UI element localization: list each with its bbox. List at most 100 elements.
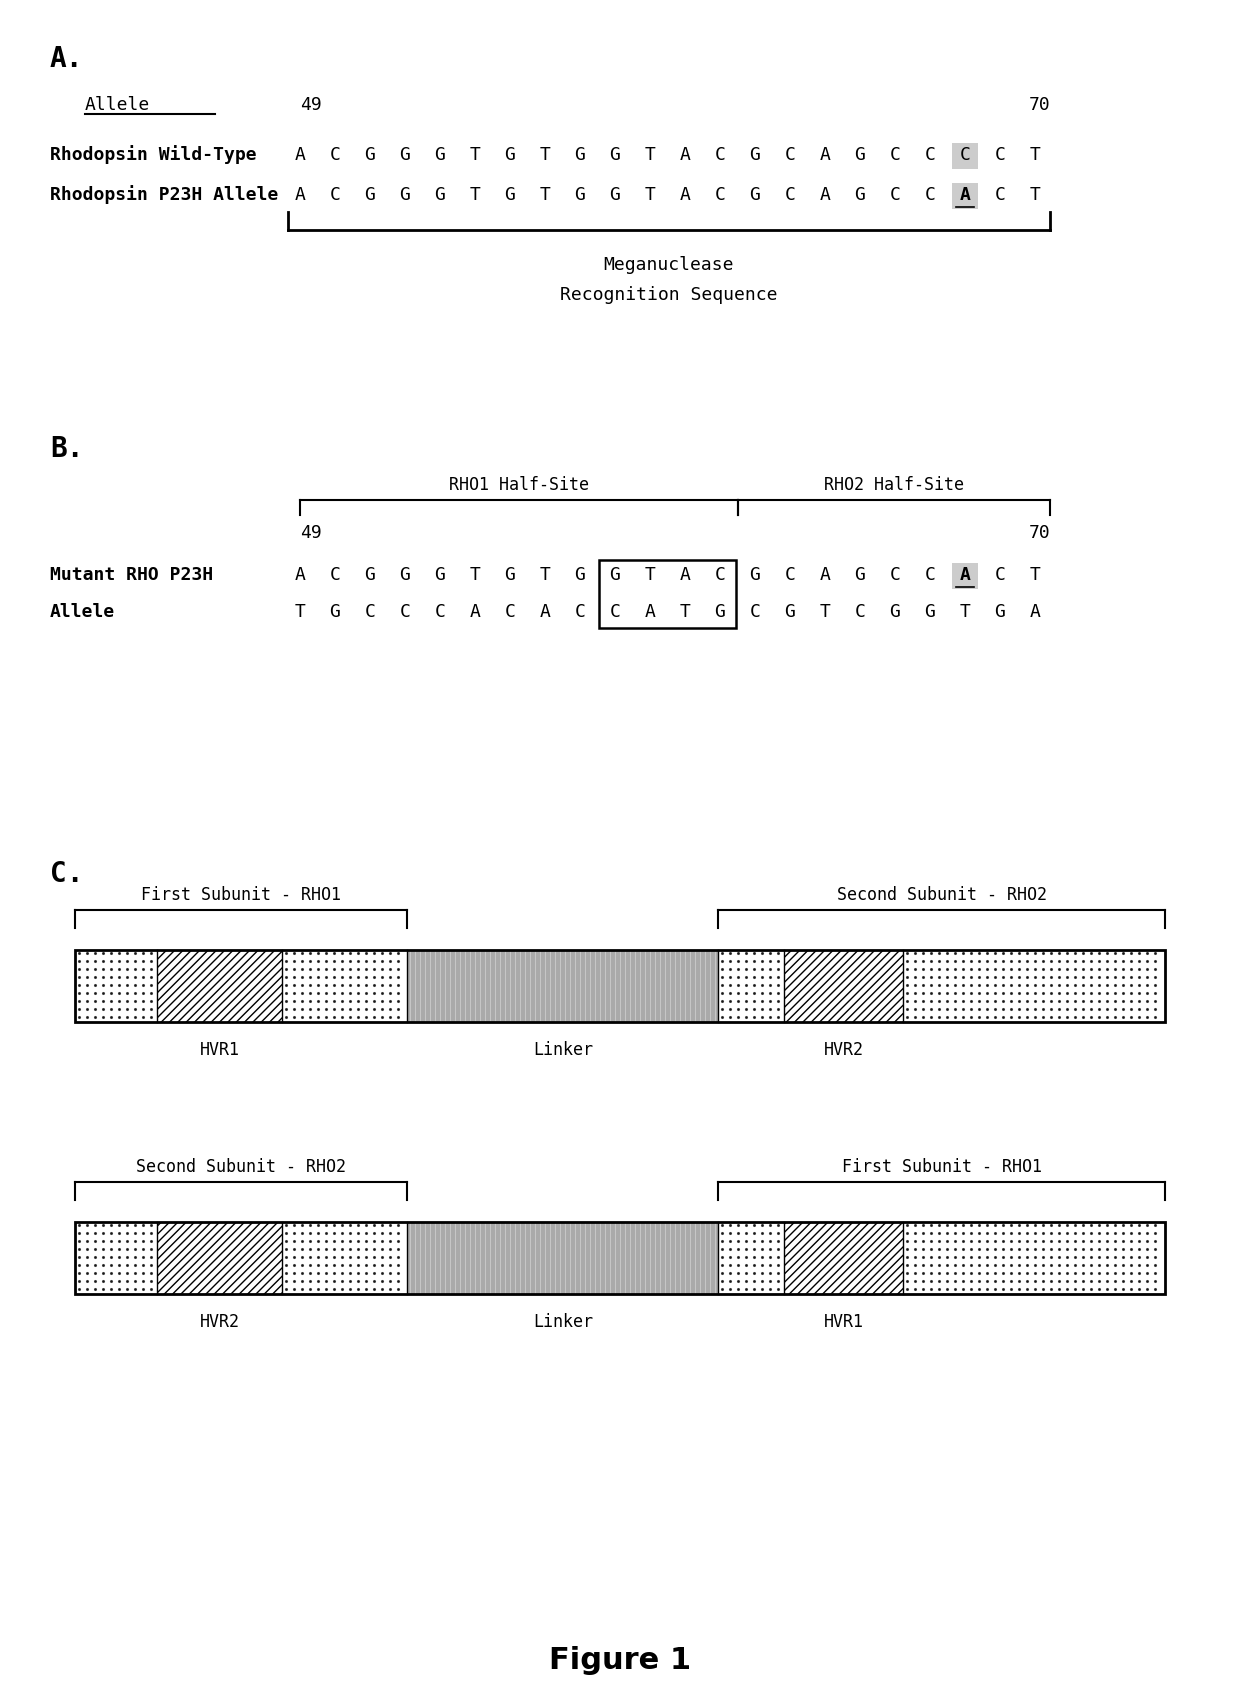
Bar: [784, 1222, 904, 1294]
Bar: [408, 949, 718, 1022]
Text: G: G: [994, 602, 1006, 621]
Text: T: T: [1029, 186, 1040, 205]
Text: A: A: [680, 567, 691, 584]
Text: C: C: [330, 567, 341, 584]
Bar: [952, 144, 978, 169]
Text: T: T: [1029, 567, 1040, 584]
Bar: [599, 560, 737, 628]
Text: G: G: [785, 602, 795, 621]
Text: C: C: [399, 602, 410, 621]
Text: C: C: [574, 602, 585, 621]
Text: C: C: [925, 567, 935, 584]
Text: C: C: [994, 186, 1006, 205]
Text: G: G: [854, 567, 866, 584]
Text: T: T: [539, 567, 551, 584]
Text: HVR2: HVR2: [823, 1041, 863, 1059]
Text: T: T: [645, 567, 656, 584]
Text: C: C: [960, 146, 971, 164]
Bar: [74, 1222, 1166, 1294]
Text: T: T: [960, 602, 971, 621]
Bar: [408, 1222, 718, 1294]
Text: 49: 49: [300, 525, 321, 541]
Text: First Subunit - RHO1: First Subunit - RHO1: [842, 1157, 1042, 1176]
Text: C: C: [785, 146, 795, 164]
Text: T: T: [539, 186, 551, 205]
Text: G: G: [749, 146, 760, 164]
Text: C: C: [749, 602, 760, 621]
Text: HVR2: HVR2: [200, 1313, 239, 1332]
Text: G: G: [505, 186, 516, 205]
Text: Linker: Linker: [533, 1041, 593, 1059]
Bar: [283, 949, 408, 1022]
Bar: [718, 949, 784, 1022]
Text: C: C: [889, 567, 900, 584]
Text: C: C: [505, 602, 516, 621]
Text: Allele: Allele: [50, 602, 115, 621]
Bar: [156, 1222, 283, 1294]
Bar: [952, 563, 978, 589]
Text: C: C: [365, 602, 376, 621]
Text: G: G: [505, 567, 516, 584]
Text: A: A: [820, 186, 831, 205]
Text: G: G: [749, 567, 760, 584]
Text: C: C: [925, 186, 935, 205]
Text: A: A: [680, 186, 691, 205]
Text: C: C: [714, 567, 725, 584]
Text: C: C: [714, 186, 725, 205]
Text: T: T: [820, 602, 831, 621]
Text: A: A: [960, 567, 971, 584]
Text: T: T: [1029, 146, 1040, 164]
Text: HVR1: HVR1: [200, 1041, 239, 1059]
Text: G: G: [365, 186, 376, 205]
Text: C: C: [330, 186, 341, 205]
Text: T: T: [680, 602, 691, 621]
Text: Second Subunit - RHO2: Second Subunit - RHO2: [837, 887, 1047, 904]
Text: C: C: [994, 567, 1006, 584]
Text: C: C: [785, 186, 795, 205]
Text: C.: C.: [50, 860, 83, 888]
Text: Mutant RHO P23H: Mutant RHO P23H: [50, 567, 213, 584]
Text: Figure 1: Figure 1: [549, 1646, 691, 1675]
Text: G: G: [854, 186, 866, 205]
Text: G: G: [574, 567, 585, 584]
Text: G: G: [434, 146, 445, 164]
Text: 49: 49: [300, 96, 321, 113]
Bar: [156, 949, 283, 1022]
Text: G: G: [399, 567, 410, 584]
Bar: [952, 183, 978, 210]
Text: G: G: [854, 146, 866, 164]
Text: G: G: [399, 146, 410, 164]
Text: T: T: [470, 186, 480, 205]
Text: T: T: [295, 602, 305, 621]
Text: 70: 70: [1028, 525, 1050, 541]
Text: T: T: [470, 567, 480, 584]
Text: C: C: [434, 602, 445, 621]
Text: First Subunit - RHO1: First Subunit - RHO1: [141, 887, 341, 904]
Text: G: G: [365, 146, 376, 164]
Text: A: A: [295, 186, 305, 205]
Text: G: G: [925, 602, 935, 621]
Text: 70: 70: [1028, 96, 1050, 113]
Text: G: G: [330, 602, 341, 621]
Text: C: C: [925, 146, 935, 164]
Text: T: T: [645, 146, 656, 164]
Text: A: A: [470, 602, 480, 621]
Text: Rhodopsin P23H Allele: Rhodopsin P23H Allele: [50, 186, 278, 205]
Text: B.: B.: [50, 435, 83, 464]
Bar: [283, 1222, 408, 1294]
Text: RHO2 Half-Site: RHO2 Half-Site: [823, 475, 963, 494]
Text: C: C: [330, 146, 341, 164]
Text: G: G: [889, 602, 900, 621]
Text: G: G: [505, 146, 516, 164]
Text: G: G: [610, 567, 620, 584]
Text: Rhodopsin Wild-Type: Rhodopsin Wild-Type: [50, 146, 257, 164]
Text: Linker: Linker: [533, 1313, 593, 1332]
Text: Allele: Allele: [86, 96, 150, 113]
Bar: [784, 949, 904, 1022]
Bar: [74, 1222, 156, 1294]
Text: Second Subunit - RHO2: Second Subunit - RHO2: [136, 1157, 346, 1176]
Text: G: G: [434, 186, 445, 205]
Text: A: A: [820, 567, 831, 584]
Text: Meganuclease: Meganuclease: [604, 255, 734, 274]
Text: A: A: [820, 146, 831, 164]
